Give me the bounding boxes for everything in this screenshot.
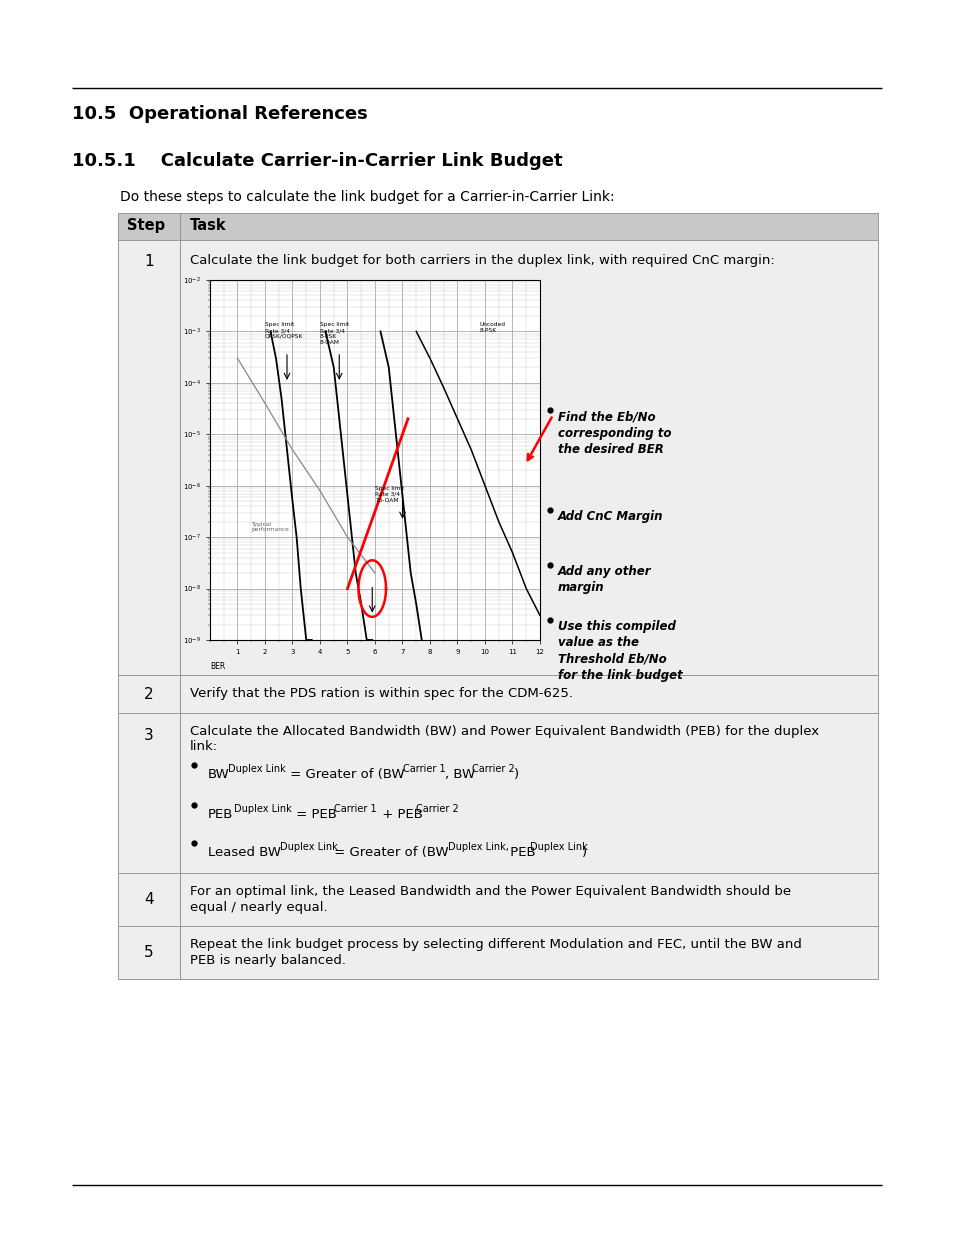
Text: Use this compiled
value as the
Threshold Eb/No
for the link budget: Use this compiled value as the Threshold… (558, 620, 682, 683)
Text: 10.5.1    Calculate Carrier-in-Carrier Link Budget: 10.5.1 Calculate Carrier-in-Carrier Link… (71, 152, 562, 170)
Bar (118, 926, 877, 979)
Text: Verify that the PDS ration is within spec for the CDM-625.: Verify that the PDS ration is within spe… (190, 687, 573, 700)
Text: Spec limit
Rate 3/4
QPSK/OQPSK: Spec limit Rate 3/4 QPSK/OQPSK (265, 322, 303, 338)
Text: Calculate the link budget for both carriers in the duplex link, with required Cn: Calculate the link budget for both carri… (190, 254, 774, 267)
Text: Duplex Link: Duplex Link (228, 764, 286, 774)
Text: Typical
performance: Typical performance (251, 521, 289, 532)
Text: Carrier 1: Carrier 1 (334, 804, 376, 814)
Text: Carrier 2: Carrier 2 (472, 764, 515, 774)
Text: Uncoded
8-PSK: Uncoded 8-PSK (479, 322, 505, 333)
Text: 3: 3 (144, 727, 153, 743)
Text: link:: link: (190, 740, 218, 753)
Bar (118, 676, 877, 713)
Text: Leased BW: Leased BW (208, 846, 281, 860)
Text: 10.5  Operational References: 10.5 Operational References (71, 105, 367, 124)
Text: Spec limit
Rate 3/4
8-PSK
8-QAM: Spec limit Rate 3/4 8-PSK 8-QAM (319, 322, 349, 345)
Bar (118, 873, 877, 926)
Text: ): ) (581, 846, 586, 860)
Text: equal / nearly equal.: equal / nearly equal. (190, 902, 327, 914)
Text: Calculate the Allocated Bandwidth (BW) and Power Equivalent Bandwidth (PEB) for : Calculate the Allocated Bandwidth (BW) a… (190, 725, 819, 739)
Text: = Greater of (BW: = Greater of (BW (330, 846, 448, 860)
Text: + PEB: + PEB (377, 808, 422, 821)
Text: Duplex Link: Duplex Link (530, 842, 587, 852)
Text: BER: BER (210, 662, 225, 671)
Text: Duplex Link,: Duplex Link, (448, 842, 508, 852)
Text: = PEB: = PEB (292, 808, 336, 821)
Text: Repeat the link budget process by selecting different Modulation and FEC, until : Repeat the link budget process by select… (190, 939, 801, 951)
Text: PEB is nearly balanced.: PEB is nearly balanced. (190, 953, 346, 967)
Text: Task: Task (190, 219, 227, 233)
Text: BW: BW (208, 768, 230, 781)
Text: Add CnC Margin: Add CnC Margin (558, 510, 662, 522)
Text: For an optimal link, the Leased Bandwidth and the Power Equivalent Bandwidth sho: For an optimal link, the Leased Bandwidt… (190, 885, 790, 898)
Bar (118, 240, 877, 676)
Text: 1: 1 (144, 254, 153, 269)
Text: Spec limit
Rate 3/4
16-QAM: Spec limit Rate 3/4 16-QAM (375, 485, 404, 503)
Text: PEB: PEB (208, 808, 233, 821)
Text: Duplex Link: Duplex Link (280, 842, 337, 852)
Text: Find the Eb/No
corresponding to
the desired BER: Find the Eb/No corresponding to the desi… (558, 410, 671, 456)
Text: ): ) (514, 768, 518, 781)
Text: , BW: , BW (444, 768, 475, 781)
Text: Add any other
margin: Add any other margin (558, 564, 651, 594)
Text: Step: Step (127, 219, 165, 233)
Text: Carrier 1: Carrier 1 (402, 764, 445, 774)
Text: 2: 2 (144, 687, 153, 701)
Text: = Greater of (BW: = Greater of (BW (286, 768, 404, 781)
Text: 4: 4 (144, 892, 153, 906)
Bar (118, 713, 877, 873)
Text: 5: 5 (144, 945, 153, 960)
Text: Do these steps to calculate the link budget for a Carrier-in-Carrier Link:: Do these steps to calculate the link bud… (120, 190, 614, 204)
Text: Duplex Link: Duplex Link (233, 804, 292, 814)
Bar (118, 212, 877, 240)
Text: PEB: PEB (505, 846, 535, 860)
Text: Carrier 2: Carrier 2 (416, 804, 458, 814)
